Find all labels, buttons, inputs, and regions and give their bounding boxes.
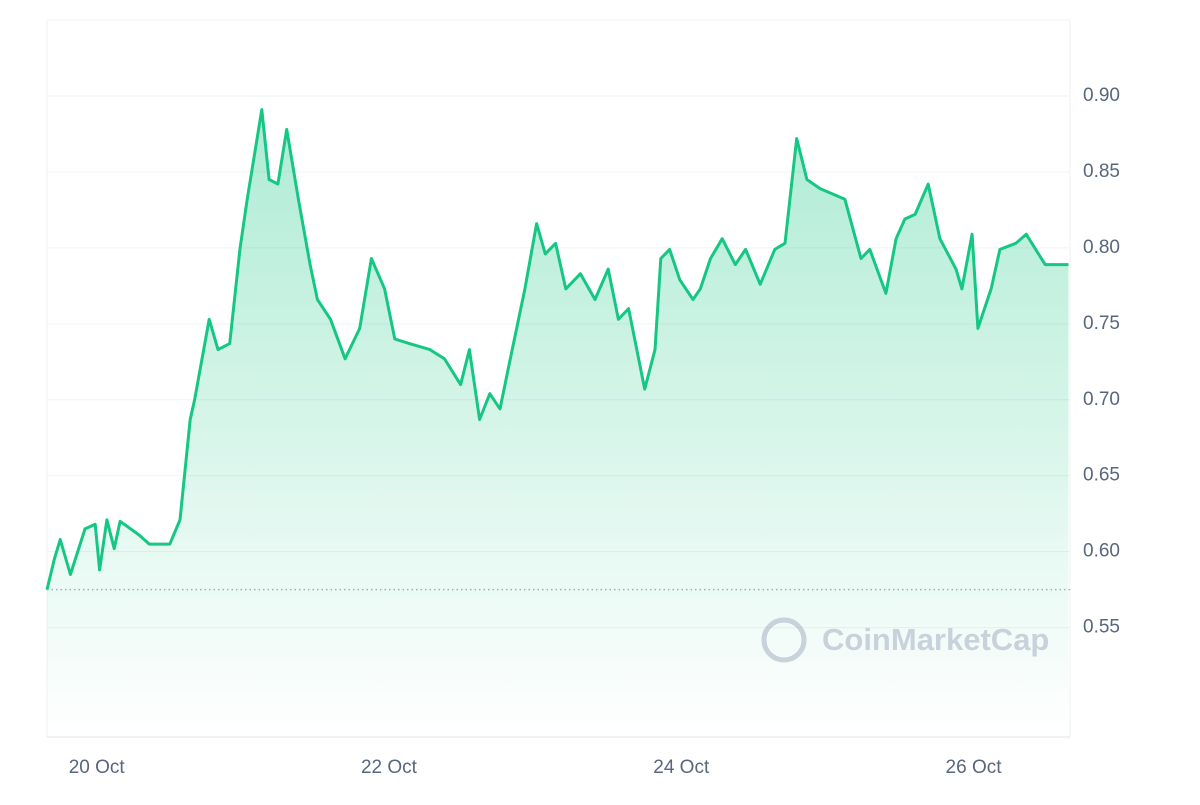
watermark-logo: [761, 617, 807, 663]
area-fill: [47, 109, 1069, 738]
price-line: [45, 108, 1069, 591]
x-tick-label: 20 Oct: [69, 757, 126, 778]
y-tick-label: 0.80: [1083, 237, 1120, 258]
y-tick-label: 0.75: [1083, 313, 1120, 334]
y-tick-label: 0.65: [1083, 465, 1120, 486]
x-tick-label: 22 Oct: [361, 757, 418, 778]
y-tick-label: 0.60: [1083, 541, 1120, 562]
x-tick-label: 24 Oct: [653, 757, 710, 778]
y-tick-label: 0.70: [1083, 389, 1120, 410]
watermark-text: CoinMarketCap: [822, 622, 1049, 657]
x-tick-label: 26 Oct: [946, 757, 1003, 778]
y-tick-label: 0.90: [1083, 85, 1120, 106]
y-tick-label: 0.85: [1083, 161, 1120, 182]
y-tick-label: 0.55: [1083, 617, 1120, 638]
watermark: CoinMarketCap: [761, 617, 1049, 663]
